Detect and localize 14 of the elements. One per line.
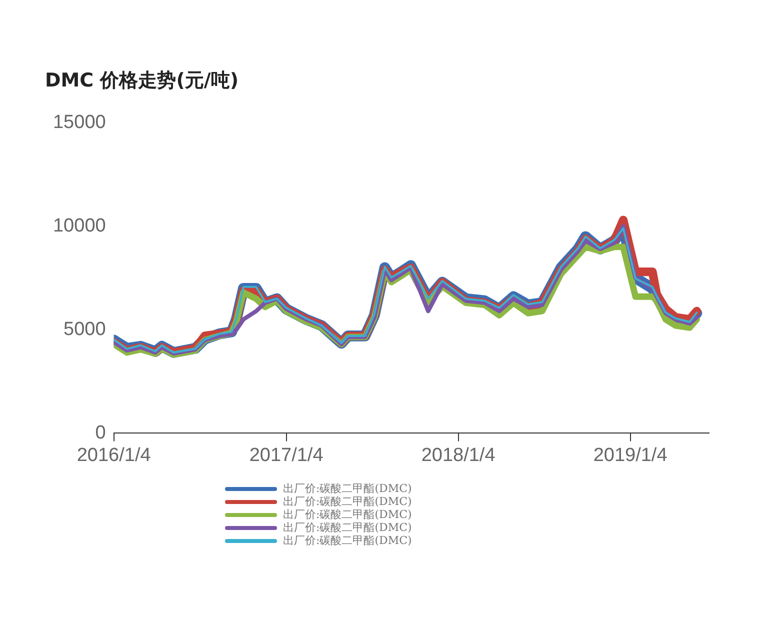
y-tick-label: 5000 <box>64 318 106 340</box>
legend-label: 出厂价:碳酸二甲酯(DMC) <box>283 533 412 548</box>
y-tick-label: 15000 <box>52 112 106 134</box>
legend-label: 出厂价:碳酸二甲酯(DMC) <box>283 481 412 496</box>
legend-label: 出厂价:碳酸二甲酯(DMC) <box>283 520 412 535</box>
legend-label: 出厂价:碳酸二甲酯(DMC) <box>283 494 412 509</box>
legend-label: 出厂价:碳酸二甲酯(DMC) <box>283 507 412 522</box>
x-tick-label: 2018/1/4 <box>421 444 496 466</box>
chart-title: DMC 价格走势(元/吨) <box>45 69 239 92</box>
x-tick-label: 2019/1/4 <box>593 444 668 466</box>
x-tick-label: 2017/1/4 <box>249 444 324 466</box>
y-tick-label: 0 <box>95 422 106 444</box>
x-tick-label: 2016/1/4 <box>76 444 152 466</box>
y-tick-label: 10000 <box>52 216 106 236</box>
